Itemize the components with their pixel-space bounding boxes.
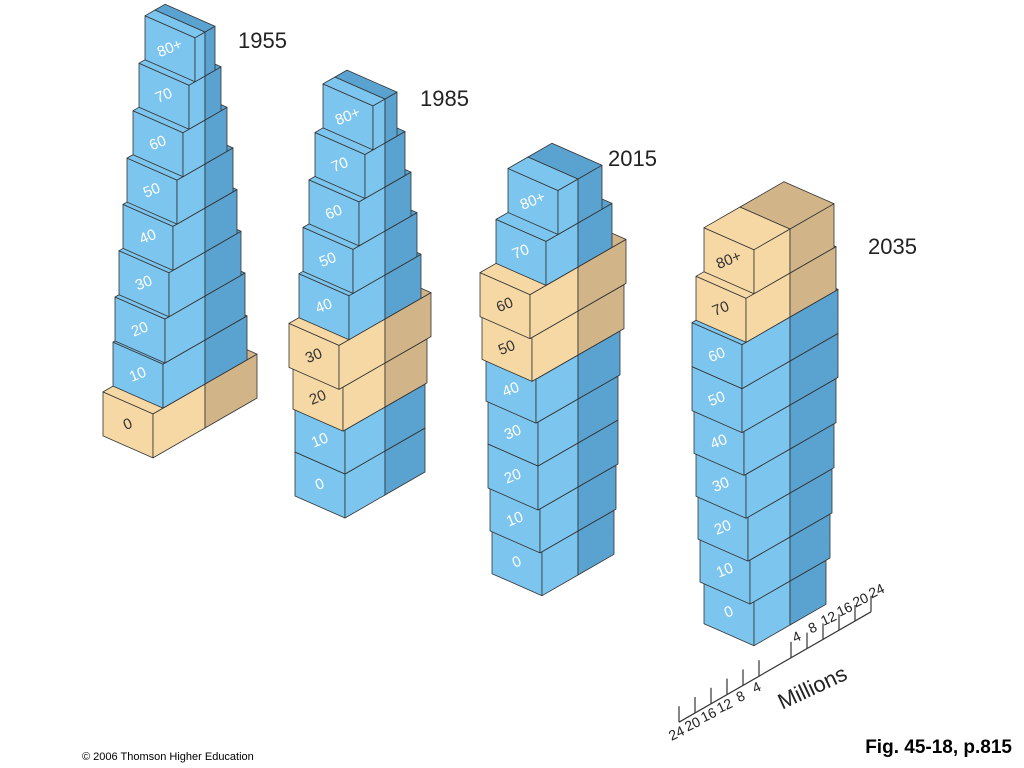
tick-label: 8 [806, 618, 820, 636]
box-top [334, 69, 398, 100]
age-label: 30 [502, 422, 524, 444]
tick-label: 4 [790, 628, 804, 646]
box-front [194, 31, 206, 83]
age-label: 60 [494, 294, 516, 316]
year-title: 2035 [868, 234, 917, 259]
year-title: 2015 [608, 146, 657, 171]
age-label: 30 [303, 345, 325, 367]
age-label: 50 [496, 337, 518, 359]
age-label: 60 [147, 132, 169, 154]
age-label: 50 [706, 388, 728, 410]
tick-label: 20 [682, 713, 703, 734]
box-front [204, 25, 216, 77]
tick-label: 16 [698, 704, 719, 725]
axis-title: Millions [774, 661, 851, 715]
age-label: 10 [309, 430, 331, 452]
age-label: 10 [504, 508, 526, 530]
box-top [154, 3, 216, 33]
figure-caption: Fig. 45-18, p.815 [865, 737, 1012, 758]
age-label: 60 [706, 344, 728, 366]
age-label: 50 [317, 249, 339, 271]
age-label: 70 [510, 241, 532, 263]
age-label: 70 [329, 154, 351, 176]
age-label: 50 [141, 180, 163, 202]
tick-label: 4 [750, 678, 764, 696]
tick-label: 16 [834, 598, 855, 619]
age-label: 70 [710, 298, 732, 320]
age-label: 60 [323, 201, 345, 223]
tick-label: 8 [734, 687, 748, 705]
box-top [527, 142, 603, 180]
age-label: 20 [129, 319, 151, 341]
tick-label: 24 [866, 580, 887, 601]
credit: © 2006 Thomson Higher Education [82, 751, 254, 763]
year-title: 1985 [420, 86, 469, 111]
age-label: 40 [500, 379, 522, 401]
age-label: 10 [714, 560, 736, 582]
age-label: 70 [153, 85, 175, 107]
age-label: 10 [127, 364, 149, 386]
tick-label: 20 [850, 589, 871, 610]
age-label: 20 [712, 517, 734, 539]
age-label: 20 [307, 387, 329, 409]
age-label: 30 [133, 272, 155, 294]
age-label: 30 [710, 474, 732, 496]
age-label: 40 [137, 226, 159, 248]
age-label: 40 [313, 295, 335, 317]
tick-label: 24 [666, 722, 687, 743]
box-front [372, 98, 386, 151]
age-label: 40 [708, 431, 730, 453]
box-front [384, 91, 398, 144]
box-top [739, 181, 835, 230]
tick-label: 12 [714, 695, 735, 716]
year-title: 1955 [238, 28, 287, 53]
tick-label: 12 [818, 608, 839, 629]
age-label: 20 [502, 466, 524, 488]
